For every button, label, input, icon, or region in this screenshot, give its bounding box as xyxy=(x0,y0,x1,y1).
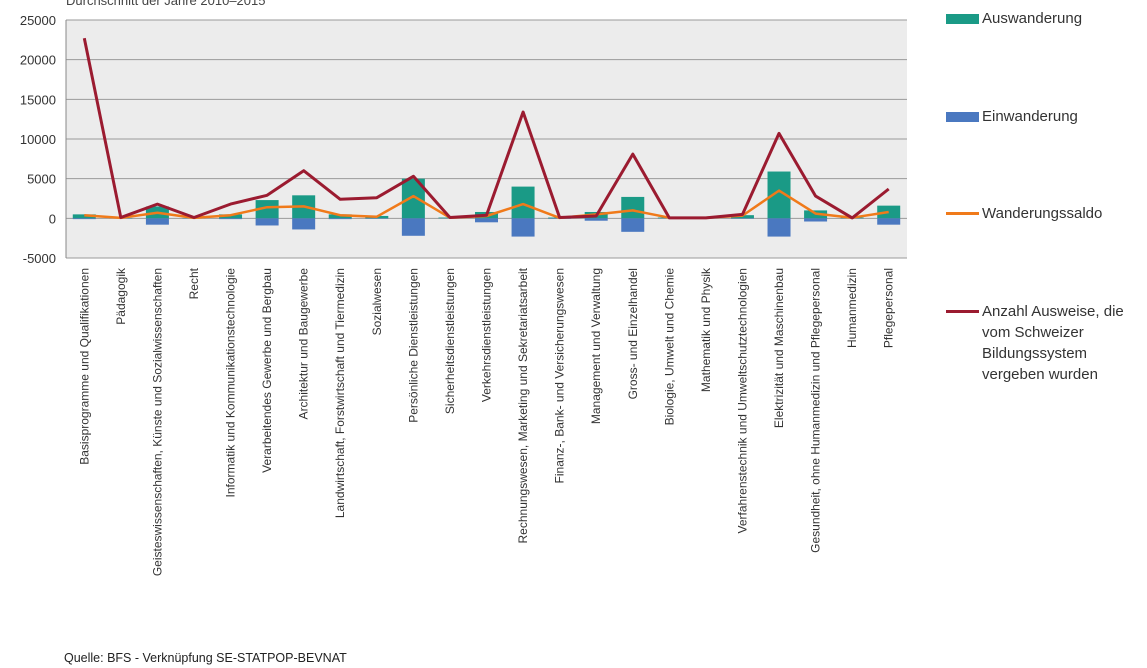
legend-swatch-ausweise xyxy=(946,310,979,313)
bar-einwanderung xyxy=(767,218,791,237)
x-tick-label: Gesundheit, ohne Humanmedizin und Pflege… xyxy=(809,268,823,553)
chart: -5000 0 5000 10000 15000 20000 25000 Basisprog… xyxy=(20,13,907,576)
legend-label-wanderungssaldo: Wanderungssaldo xyxy=(982,205,1103,222)
bar-einwanderung xyxy=(475,218,498,223)
y-tick-label: 20000 xyxy=(20,53,56,68)
bar-einwanderung xyxy=(511,218,535,237)
x-tick-label: Persönliche Dienstleistungen xyxy=(406,268,420,423)
bar-einwanderung xyxy=(292,218,316,230)
bar-auswanderung xyxy=(767,171,791,219)
legend-label-ausweise: Anzahl Ausweise, die vom Schweizer Bildu… xyxy=(982,303,1124,383)
x-axis-ticks: Basisprogramme und Qualifikationen Pädago… xyxy=(77,267,895,576)
x-tick-label: Sozialwesen xyxy=(370,268,384,335)
x-tick-label: Verfahrenstechnik und Umweltschutztechno… xyxy=(735,268,749,534)
x-tick-label: Landwirtschaft, Forstwirtschaft und Tier… xyxy=(333,268,347,518)
x-tick-label: Sicherheitsdienstleistungen xyxy=(443,268,457,414)
bar-einwanderung xyxy=(401,218,425,236)
bar-auswanderung xyxy=(877,205,901,219)
x-tick-label: Informatik und Kommunikationstechnologie xyxy=(224,268,238,498)
legend-swatch-wanderungssaldo xyxy=(946,212,979,215)
series-lines xyxy=(82,37,890,220)
x-tick-label: Basisprogramme und Qualifikationen xyxy=(77,268,91,465)
bar-auswanderung xyxy=(401,178,425,219)
y-tick-label: 10000 xyxy=(20,132,56,147)
x-tick-label: Finanz-, Bank- und Versicherungswesen xyxy=(553,268,567,483)
bar-auswanderung xyxy=(255,200,279,219)
y-axis-ticks: -5000 0 5000 10000 15000 20000 25000 xyxy=(20,13,56,266)
y-tick-label: -5000 xyxy=(23,251,56,266)
legend-label-einwanderung: Einwanderung xyxy=(982,108,1078,125)
x-tick-label: Management und Verwaltung xyxy=(589,268,603,424)
bar-einwanderung xyxy=(72,218,96,220)
y-tick-label: 15000 xyxy=(20,92,56,107)
x-tick-label: Elektrizität und Maschinenbau xyxy=(772,268,786,428)
x-tick-label: Recht xyxy=(187,267,201,299)
bar-einwanderung xyxy=(219,218,243,220)
x-tick-label: Geisteswissenschaften, Künste und Sozial… xyxy=(150,268,164,576)
bar-einwanderung xyxy=(584,218,608,221)
x-tick-label: Pädagogik xyxy=(114,267,128,325)
gridlines xyxy=(65,19,907,259)
x-tick-label: Verkehrsdienstleistungen xyxy=(480,268,494,402)
legend-label-auswanderung: Auswanderung xyxy=(982,10,1083,27)
y-tick-label: 25000 xyxy=(20,13,56,28)
x-tick-label: Biologie, Umwelt und Chemie xyxy=(662,268,676,426)
bar-einwanderung xyxy=(621,218,645,232)
x-tick-label: Verarbeitendes Gewerbe und Bergbau xyxy=(260,268,274,473)
line-ausweise xyxy=(82,37,890,220)
y-tick-label: 5000 xyxy=(27,172,56,187)
bar-einwanderung xyxy=(328,218,352,220)
x-tick-label: Mathematik und Physik xyxy=(699,267,713,392)
x-tick-label: Rechnungswesen, Marketing und Sekretaria… xyxy=(516,267,530,543)
bar-einwanderung xyxy=(145,218,169,225)
bar-auswanderung xyxy=(511,186,535,219)
bar-auswanderung xyxy=(621,196,645,219)
source-note: Quelle: BFS - Verknüpfung SE-STATPOP-BEV… xyxy=(64,651,347,665)
chart-subtitle: Durchschnitt der Jahre 2010–2015 xyxy=(66,0,266,8)
legend-swatch-einwanderung xyxy=(946,112,979,122)
x-tick-label: Architektur und Baugewerbe xyxy=(297,268,311,420)
bar-einwanderung xyxy=(255,218,279,226)
y-tick-label: 0 xyxy=(49,211,56,226)
legend-swatch-auswanderung xyxy=(946,14,979,24)
x-tick-label: Humanmedizin xyxy=(845,268,859,348)
x-tick-label: Gross- und Einzelhandel xyxy=(626,268,640,399)
x-tick-label: Pflegepersonal xyxy=(882,268,896,348)
bar-einwanderung xyxy=(877,218,901,225)
bar-einwanderung xyxy=(804,218,828,222)
